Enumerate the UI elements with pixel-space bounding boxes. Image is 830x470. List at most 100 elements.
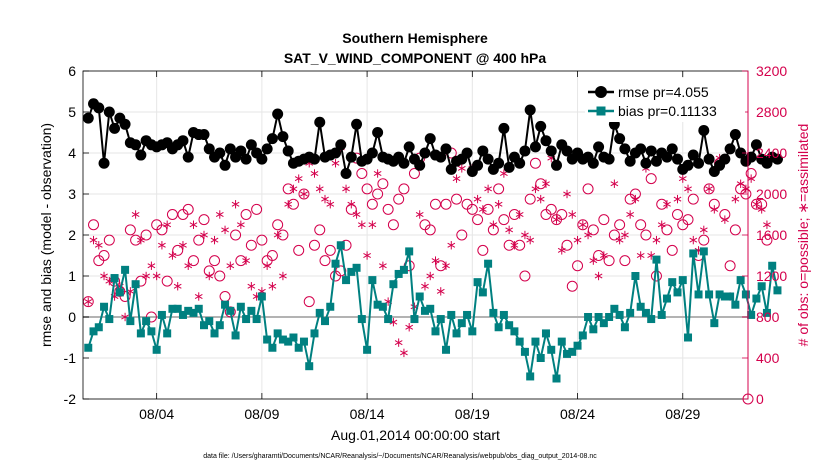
rmse-point	[245, 139, 257, 151]
obs-possible-point	[193, 234, 205, 246]
obs-assimilated-point	[763, 220, 771, 229]
bias-point	[668, 278, 677, 287]
obs-assimilated-point	[599, 251, 608, 260]
bias-point	[547, 345, 556, 354]
obs-assimilated-point	[589, 256, 598, 265]
obs-assimilated-point	[536, 194, 545, 204]
obs-assimilated-point	[752, 200, 761, 209]
obs-assimilated-point	[542, 179, 550, 188]
y-right-tick-label: 2400	[756, 145, 787, 161]
obs-assimilated-point	[363, 251, 371, 260]
obs-assimilated-point	[210, 235, 219, 245]
obs-possible-point	[729, 224, 741, 236]
obs-possible-point	[187, 255, 199, 267]
bias-point	[357, 315, 366, 324]
obs-assimilated-point	[342, 184, 350, 194]
bias-point	[689, 249, 698, 258]
rmse-point	[440, 143, 452, 155]
bias-point	[505, 321, 514, 330]
obs-possible-point	[366, 198, 378, 210]
obs-assimilated-point	[373, 169, 382, 178]
obs-assimilated-point	[510, 241, 519, 250]
obs-assimilated-point	[179, 241, 187, 250]
obs-possible-point	[429, 198, 441, 210]
obs-possible-point	[582, 183, 594, 195]
bias-point	[168, 304, 177, 313]
obs-possible-point	[256, 234, 268, 246]
obs-possible-point	[161, 275, 173, 287]
rmse-point	[177, 135, 189, 147]
obs-assimilated-point	[147, 261, 156, 270]
bias-point	[536, 354, 545, 362]
obs-assimilated-point	[552, 215, 561, 224]
obs-assimilated-point	[421, 282, 429, 291]
rmse-point	[650, 155, 662, 167]
bias-point	[747, 310, 756, 319]
bias-point	[699, 247, 708, 256]
x-tick-label: 08/19	[455, 406, 490, 422]
bias-point	[489, 308, 498, 317]
rmse-point	[372, 127, 384, 138]
obs-assimilated-point	[226, 261, 235, 270]
rmse-point	[561, 145, 573, 157]
obs-assimilated-point	[136, 235, 145, 245]
y-left-tick-label: 5	[68, 104, 76, 120]
obs-possible-point	[88, 219, 100, 231]
obs-possible-point	[272, 219, 284, 231]
bias-point	[647, 315, 656, 324]
obs-possible-point	[761, 234, 773, 246]
obs-assimilated-point	[484, 184, 492, 194]
obs-possible-point	[182, 203, 194, 215]
bias-point	[363, 345, 372, 354]
obs-assimilated-point	[168, 251, 177, 260]
bias-point	[115, 288, 124, 297]
rmse-point	[735, 147, 747, 159]
rmse-point	[119, 118, 131, 130]
rmse-point	[214, 147, 226, 159]
obs-possible-point	[393, 193, 405, 205]
obs-assimilated-point	[699, 225, 708, 235]
obs-assimilated-point	[300, 189, 308, 199]
obs-possible-point	[661, 224, 673, 236]
obs-assimilated-point	[294, 174, 303, 183]
bias-point	[368, 276, 377, 285]
rmse-point	[635, 143, 647, 155]
obs-assimilated-point	[431, 256, 440, 265]
bias-point	[94, 323, 103, 332]
obs-possible-point	[561, 239, 573, 251]
rmse-point	[719, 153, 731, 165]
rmse-point	[750, 139, 762, 151]
bias-point	[373, 300, 382, 309]
bias-point	[394, 269, 403, 278]
obs-possible-point	[424, 224, 436, 236]
bias-point	[463, 310, 472, 319]
obs-possible-point	[361, 183, 373, 195]
rmse-point	[482, 153, 494, 165]
y-right-tick-label: 0	[756, 391, 764, 407]
rmse-point	[545, 145, 557, 157]
obs-possible-point	[172, 244, 184, 256]
obs-assimilated-point	[505, 225, 514, 235]
data-file-footnote: data file: /Users/gharamti/Documents/NCA…	[203, 453, 597, 460]
rmse-point	[498, 122, 510, 134]
obs-assimilated-point	[557, 246, 566, 255]
bias-point	[510, 327, 519, 336]
obs-assimilated-point	[494, 200, 503, 209]
obs-assimilated-point	[94, 241, 103, 250]
rmse-point	[419, 147, 431, 159]
obs-assimilated-point	[368, 220, 377, 229]
y-right-tick-label: 1600	[756, 227, 787, 243]
bias-point	[105, 315, 114, 324]
rmse-point	[109, 122, 121, 134]
obs-assimilated-point	[326, 200, 335, 209]
bias-point	[284, 337, 293, 346]
obs-assimilated-point	[515, 210, 524, 219]
obs-possible-point	[356, 168, 368, 179]
x-axis-label: Aug.01,2014 00:00:00 start	[331, 427, 500, 443]
rmse-point	[398, 157, 410, 169]
obs-assimilated-point	[594, 271, 603, 281]
obs-assimilated-point	[736, 179, 745, 188]
bias-point	[278, 335, 287, 344]
rmse-point	[282, 145, 294, 157]
rmse-point	[682, 159, 694, 171]
